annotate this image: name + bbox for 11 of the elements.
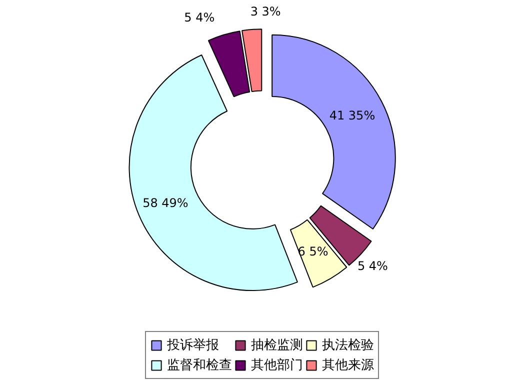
legend-label: 其他部门	[251, 357, 303, 374]
legend-label: 监督和检查	[167, 357, 232, 374]
legend-label: 抽检监测	[251, 337, 303, 354]
legend-label: 其他来源	[322, 357, 374, 374]
data-label: 58 49%	[142, 196, 188, 210]
data-label: 3 3%	[250, 4, 281, 19]
data-label: 5 4%	[357, 259, 388, 274]
legend-label: 执法检验	[322, 337, 374, 354]
data-label: 5 4%	[184, 10, 215, 25]
data-label: 41 35%	[329, 108, 376, 123]
legend-label: 投诉举报	[167, 337, 219, 354]
